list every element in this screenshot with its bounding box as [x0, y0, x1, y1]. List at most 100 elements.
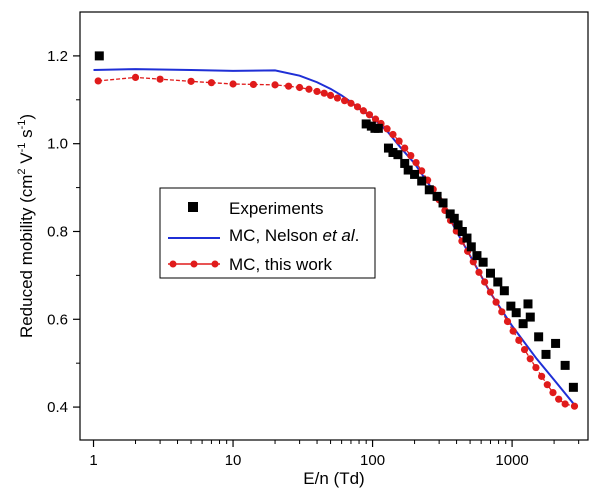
experiment-point-24 — [493, 277, 503, 287]
plot-frame — [79, 11, 589, 441]
this-work-point-0 — [94, 77, 102, 85]
experiment-point-32 — [541, 349, 551, 359]
legend-nelson-label-c: . — [355, 226, 360, 245]
this-work-point-45 — [515, 336, 523, 344]
this-work-point-14 — [333, 94, 342, 102]
x-axis-title: E/n (Td) — [303, 469, 364, 488]
axis-tick-labels: 1 10 100 1000 0.4 0.6 0.8 1.0 1.2 — [47, 48, 529, 469]
y-axis-title-sup3: -1 — [16, 120, 28, 130]
experiment-point-0 — [94, 51, 104, 61]
this-work-point-25 — [401, 144, 409, 152]
this-work-point-54 — [570, 402, 579, 410]
this-work-point-48 — [532, 363, 540, 372]
this-work-point-38 — [475, 268, 483, 276]
this-work-point-16 — [347, 99, 355, 107]
experiment-point-10 — [410, 169, 420, 179]
this-work-point-12 — [320, 89, 328, 97]
experiment-point-7 — [393, 150, 403, 160]
experiment-point-13 — [432, 191, 442, 201]
experiment-point-11 — [417, 176, 427, 186]
this-work-point-27 — [412, 158, 420, 167]
this-work-point-6 — [249, 80, 258, 89]
this-work-point-1 — [131, 73, 140, 82]
this-work-point-13 — [326, 91, 335, 100]
this-work-point-53 — [561, 400, 569, 408]
y-axis-title-part1: Reduced mobility (cm — [17, 175, 36, 338]
this-work-point-26 — [407, 151, 415, 160]
y-tick-label-3: 1.0 — [47, 136, 68, 153]
experiment-point-9 — [403, 165, 413, 175]
this-work-point-17 — [353, 103, 362, 111]
y-axis-title-part3: s — [17, 129, 36, 142]
y-axis-title-sup1: 2 — [16, 168, 28, 174]
experiment-point-6 — [388, 147, 398, 157]
experiment-point-30 — [525, 312, 535, 322]
experiment-point-21 — [472, 251, 482, 261]
this-work-point-49 — [538, 372, 546, 380]
this-work-point-15 — [340, 97, 349, 105]
x-tick-label-2: 100 — [360, 452, 385, 469]
legend-nelson-label-a: MC, Nelson — [229, 226, 323, 245]
experiment-point-29 — [523, 299, 533, 309]
this-work-point-5 — [229, 80, 237, 88]
this-work-point-43 — [503, 317, 512, 326]
this-work-point-9 — [296, 83, 304, 92]
x-tick-label-3: 1000 — [495, 452, 528, 469]
this-work-point-24 — [395, 137, 403, 145]
y-axis-title-part4: ) — [17, 114, 36, 120]
experiment-point-20 — [466, 242, 476, 252]
experiment-point-28 — [518, 319, 528, 329]
this-work-point-40 — [486, 288, 494, 296]
experiment-point-23 — [485, 268, 495, 278]
experiment-point-31 — [534, 332, 544, 342]
this-work-point-47 — [526, 355, 534, 363]
legend-nelson-label: MC, Nelson et al. — [229, 226, 359, 245]
legend-thiswork-marker-2 — [190, 260, 198, 268]
this-work-point-23 — [389, 130, 397, 139]
experiment-point-25 — [499, 286, 509, 296]
experiment-point-26 — [506, 301, 516, 311]
this-work-point-52 — [555, 395, 563, 403]
x-tick-label-1: 10 — [225, 452, 242, 469]
this-work-point-39 — [481, 278, 489, 286]
experiment-point-34 — [560, 360, 570, 370]
experiment-point-27 — [511, 308, 521, 318]
y-tick-label-1: 0.6 — [47, 311, 68, 328]
this-work-point-42 — [498, 308, 506, 316]
this-work-point-4 — [207, 79, 216, 87]
x-tick-label-0: 1 — [89, 452, 97, 469]
y-tick-label-2: 0.8 — [47, 223, 68, 240]
experiment-point-35 — [568, 382, 578, 392]
legend-experiments-label: Experiments — [229, 199, 323, 218]
experiment-point-22 — [478, 257, 488, 267]
legend-thiswork-label: MC, this work — [229, 255, 332, 274]
experiment-point-12 — [424, 185, 434, 195]
experiment-point-18 — [457, 226, 467, 236]
y-tick-label-4: 1.2 — [47, 48, 68, 65]
y-axis-title-part2: V — [17, 152, 36, 169]
this-work-point-28 — [418, 167, 426, 175]
this-work-point-18 — [359, 107, 368, 115]
legend-nelson-label-b: et al — [323, 226, 356, 245]
this-work-point-3 — [187, 77, 195, 85]
legend-thiswork-marker-3 — [211, 260, 219, 268]
legend-experiments-marker — [188, 202, 198, 212]
experiment-point-33 — [551, 338, 561, 348]
this-work-point-19 — [365, 111, 374, 119]
legend-thiswork-marker-1 — [169, 260, 177, 268]
experiment-point-4 — [373, 123, 383, 133]
experiment-point-17 — [453, 220, 463, 230]
experiment-point-14 — [438, 198, 448, 208]
this-work-point-41 — [492, 298, 500, 306]
experiment-point-19 — [462, 233, 472, 243]
this-work-point-2 — [156, 75, 164, 83]
y-axis-title: Reduced mobility (cm2 V-1 s-1) — [16, 114, 36, 338]
y-tick-label-0: 0.4 — [47, 399, 68, 416]
legend: Experiments MC, Nelson et al. MC, this w… — [159, 187, 376, 279]
this-work-point-46 — [520, 345, 529, 354]
this-work-point-8 — [284, 82, 293, 90]
y-axis-title-sup2: -1 — [16, 143, 28, 153]
experiment-point-16 — [449, 213, 459, 223]
axis-ticks — [73, 55, 580, 447]
